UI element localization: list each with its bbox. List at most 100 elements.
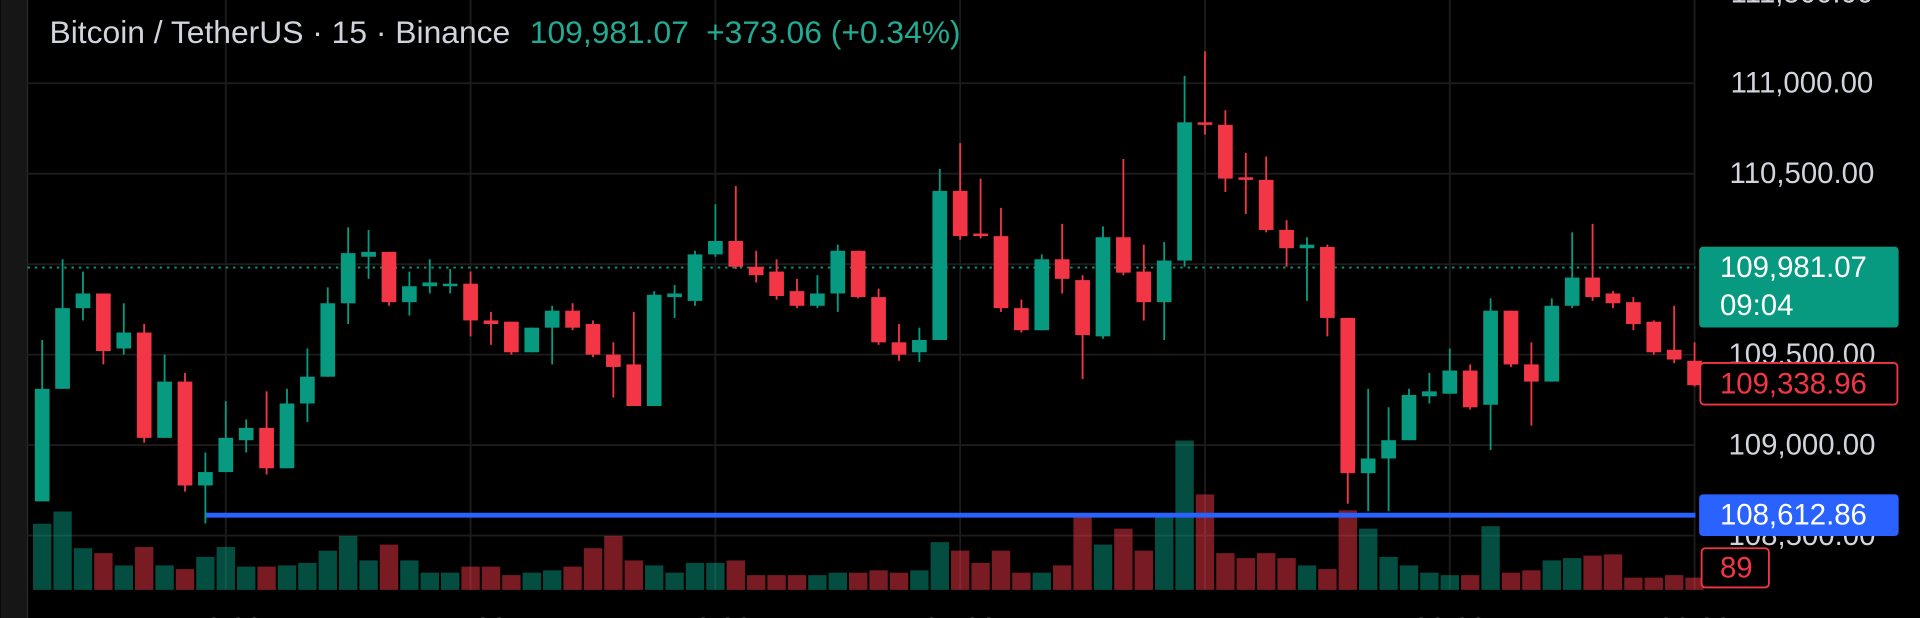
candle-body	[606, 354, 621, 367]
volume-bar	[828, 572, 847, 590]
volume-bar	[1583, 555, 1602, 590]
volume-bar	[1114, 528, 1133, 590]
candle-body	[1014, 308, 1029, 331]
candle-body	[667, 293, 682, 298]
candle-body	[1585, 277, 1600, 298]
volume-bar	[1155, 516, 1174, 590]
candle-body	[55, 308, 70, 389]
candle-body	[1279, 229, 1294, 249]
volume-bar	[420, 572, 439, 590]
volume-bar	[665, 572, 684, 590]
candle-body	[34, 388, 50, 502]
candle-body	[1442, 370, 1458, 394]
countdown-label: 09:04	[1720, 289, 1793, 322]
candle-body	[1483, 310, 1498, 405]
volume-bar	[1073, 516, 1092, 590]
volume-bar	[1542, 560, 1561, 590]
candle-body	[1054, 259, 1070, 279]
volume-bar	[461, 566, 480, 590]
volume-bar	[1195, 494, 1215, 590]
y-tick-label: 111,000.00	[1731, 67, 1874, 100]
candle-body	[1381, 440, 1396, 459]
candle-body	[442, 283, 458, 287]
volume-bar	[155, 565, 174, 590]
candle-body	[1238, 177, 1254, 180]
candle-body	[1320, 246, 1335, 318]
volume-bar	[114, 565, 133, 590]
volume-bar	[787, 575, 807, 590]
candle-body	[1034, 259, 1050, 331]
volume-bar	[1359, 528, 1378, 590]
volume-bar	[33, 523, 52, 590]
volume-bar	[1481, 526, 1500, 590]
volume-bar	[53, 511, 72, 590]
volume-bar	[502, 575, 521, 590]
x-tick-label: 15:00	[434, 613, 507, 618]
candle-body	[1258, 179, 1274, 230]
candle-body	[769, 271, 784, 297]
volume-bar	[951, 550, 970, 590]
volume-bar	[237, 566, 256, 590]
candle-body	[585, 324, 601, 355]
candle-body	[340, 253, 356, 304]
volume-bar	[747, 575, 766, 590]
candle-body	[504, 321, 519, 353]
candle-body	[1462, 370, 1478, 408]
volume-bar	[604, 535, 623, 590]
candle-body	[993, 236, 1009, 309]
volume-bar	[1399, 565, 1419, 590]
candle-body	[1177, 122, 1192, 261]
volume-bar	[1053, 565, 1072, 590]
volume-bar	[808, 575, 827, 590]
volume-bar	[971, 562, 990, 590]
candle-body	[1197, 122, 1213, 125]
candle-body	[157, 381, 172, 438]
volume-bar	[1277, 558, 1296, 590]
volume-bar	[991, 550, 1011, 590]
candle-body	[463, 283, 478, 321]
header-price: 109,981.07	[530, 14, 689, 50]
candle-body	[810, 293, 825, 306]
volume-bar	[543, 570, 562, 590]
candle-body	[259, 427, 274, 469]
candle-body	[320, 303, 336, 377]
volume-bar	[1134, 550, 1153, 590]
candle-body	[912, 339, 927, 353]
x-tick-label: 03:00	[1413, 613, 1486, 618]
volume-bar	[889, 572, 909, 590]
volume-bar	[318, 550, 337, 590]
volume-bar	[1318, 569, 1337, 590]
candle-body	[75, 293, 91, 309]
volume-bar	[73, 548, 93, 590]
candle-body	[973, 233, 988, 237]
candle-body	[1360, 458, 1376, 474]
candle-body	[402, 286, 417, 303]
candle-body	[1156, 260, 1172, 303]
volume-bar	[624, 560, 643, 590]
candle-body	[238, 427, 254, 441]
volume-bar	[277, 565, 297, 590]
volume-bar	[135, 546, 154, 590]
x-tick-label: 18:00	[679, 613, 752, 618]
volume-bar	[1297, 565, 1317, 590]
volume-label-box	[1700, 547, 1770, 589]
volume-bar	[481, 566, 501, 590]
candle-body	[1095, 237, 1111, 337]
candle-body	[1646, 321, 1662, 353]
candle-body	[850, 250, 866, 298]
volume-bar	[298, 562, 317, 590]
candle-body	[422, 282, 438, 287]
candle-body	[1340, 317, 1356, 474]
candle-body	[1422, 391, 1437, 397]
chart-title: Bitcoin / TetherUS · 15 · Binance	[50, 14, 511, 50]
candle-body	[279, 403, 295, 469]
candle-body	[177, 381, 193, 486]
candle-body	[565, 310, 580, 328]
candle-body	[361, 251, 376, 257]
volume-bar	[869, 570, 888, 590]
volume-bar	[706, 562, 725, 590]
volume-bar	[1032, 572, 1051, 590]
volume-bar	[1665, 575, 1684, 590]
